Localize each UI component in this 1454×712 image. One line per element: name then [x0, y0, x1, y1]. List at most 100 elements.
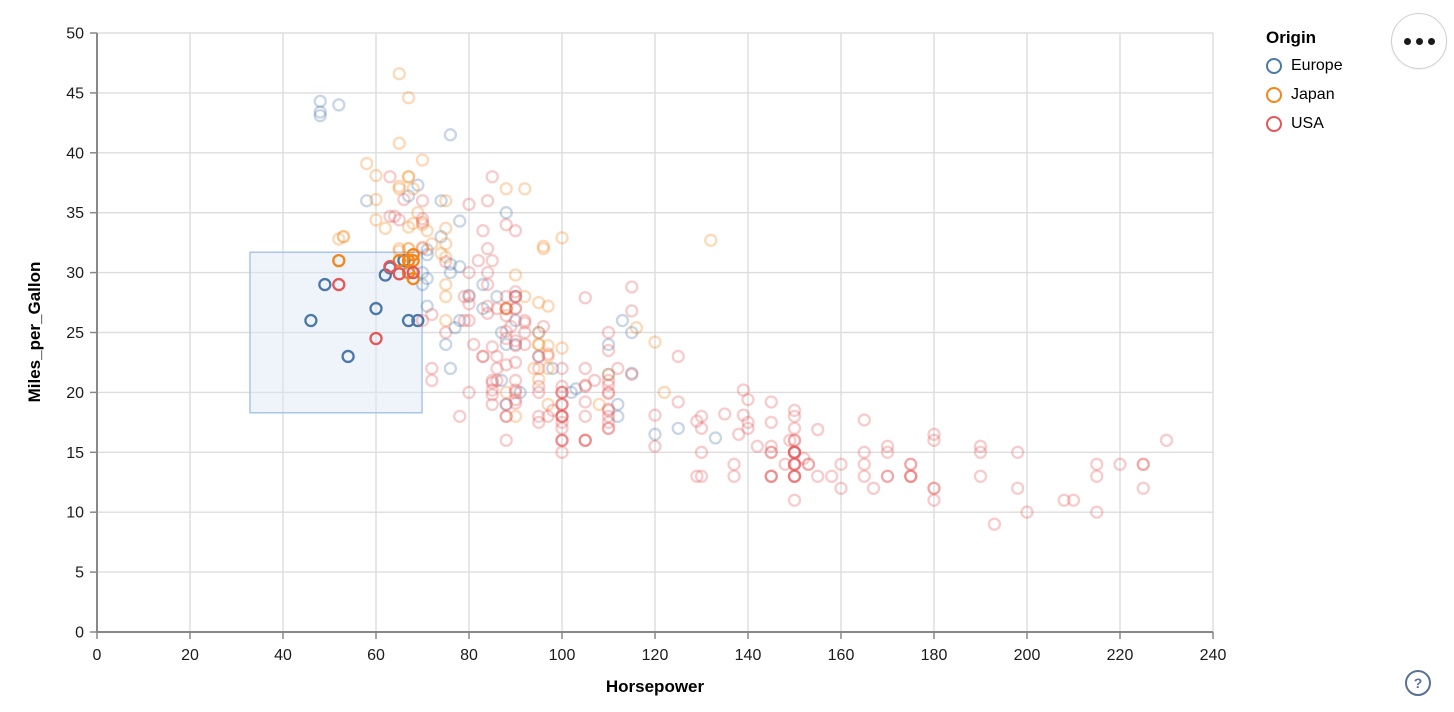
data-point — [801, 457, 816, 471]
data-point — [736, 408, 750, 422]
data-point — [834, 481, 848, 495]
data-point — [787, 445, 802, 459]
x-tick-label: 60 — [367, 647, 385, 664]
data-point — [648, 408, 662, 422]
options-menu-button[interactable] — [1391, 13, 1447, 69]
data-point — [787, 469, 802, 483]
data-point — [904, 457, 918, 471]
data-point — [476, 349, 490, 364]
data-point — [555, 397, 569, 412]
data-point — [476, 277, 490, 292]
series-usa — [332, 170, 1174, 531]
data-point — [392, 67, 406, 81]
data-point — [671, 421, 685, 435]
data-point — [420, 271, 434, 286]
data-point — [415, 241, 430, 256]
data-point — [578, 291, 592, 305]
data-point — [401, 170, 416, 184]
data-point — [480, 265, 495, 280]
data-point — [764, 445, 778, 459]
data-point — [415, 153, 430, 167]
data-point — [439, 277, 453, 292]
data-point — [532, 337, 546, 352]
data-point — [485, 388, 499, 402]
data-point — [508, 301, 523, 316]
data-point — [490, 289, 504, 304]
data-point — [508, 289, 523, 304]
data-point — [448, 321, 462, 335]
x-tick-label: 120 — [642, 647, 669, 664]
help-button[interactable]: ? — [1405, 670, 1431, 696]
data-point — [518, 313, 532, 328]
data-point — [439, 221, 453, 235]
data-point — [866, 481, 881, 495]
data-point — [401, 189, 416, 203]
data-point — [541, 361, 555, 376]
data-point — [727, 469, 741, 483]
x-tick-label: 40 — [274, 647, 292, 664]
data-point — [508, 339, 523, 353]
data-point — [904, 469, 918, 483]
data-point — [555, 361, 569, 376]
data-point — [904, 469, 918, 483]
data-point — [787, 433, 802, 447]
data-point — [508, 268, 523, 282]
data-point — [555, 385, 569, 400]
data-point — [453, 259, 467, 274]
data-point — [485, 170, 499, 184]
data-point — [369, 301, 383, 316]
data-point — [880, 469, 895, 483]
data-point — [415, 277, 430, 292]
data-point — [332, 277, 346, 292]
data-point — [648, 335, 662, 349]
data-point — [499, 409, 513, 424]
data-point — [611, 409, 625, 424]
data-point — [555, 385, 569, 400]
data-point — [536, 241, 551, 256]
data-point — [499, 218, 513, 232]
data-point — [378, 221, 392, 235]
data-point — [457, 313, 472, 328]
x-axis-title: Horsepower — [606, 677, 705, 696]
data-point — [532, 325, 546, 340]
data-point — [880, 469, 895, 483]
data-point — [480, 299, 495, 313]
data-point — [629, 321, 644, 335]
y-tick-label: 50 — [66, 26, 84, 43]
data-point — [601, 385, 616, 400]
brush-selection[interactable] — [249, 251, 423, 414]
data-point — [750, 439, 764, 453]
data-point — [783, 433, 797, 447]
data-point — [504, 319, 518, 334]
data-point — [694, 469, 709, 483]
y-tick-label: 30 — [66, 265, 84, 282]
data-point — [546, 403, 560, 418]
data-point — [694, 421, 709, 435]
data-point — [499, 301, 513, 316]
data-point — [415, 240, 430, 255]
data-point — [541, 339, 555, 353]
data-point — [462, 288, 476, 303]
data-point — [708, 431, 723, 445]
data-point — [439, 194, 453, 208]
data-point — [532, 372, 546, 386]
data-point — [318, 277, 332, 292]
data-point — [494, 325, 509, 340]
data-point — [499, 358, 513, 372]
y-axis-title: Miles_per_Gallon — [25, 262, 44, 403]
data-point — [508, 313, 523, 328]
data-point — [787, 403, 802, 418]
data-point — [457, 289, 472, 304]
data-point — [508, 285, 523, 299]
data-point — [453, 313, 467, 328]
data-point — [555, 409, 569, 424]
data-point — [601, 421, 616, 435]
data-point — [499, 397, 513, 412]
x-tick-label: 100 — [549, 647, 576, 664]
data-point — [541, 409, 555, 424]
data-point — [383, 259, 397, 274]
data-point — [415, 194, 430, 208]
data-point — [1057, 493, 1071, 507]
